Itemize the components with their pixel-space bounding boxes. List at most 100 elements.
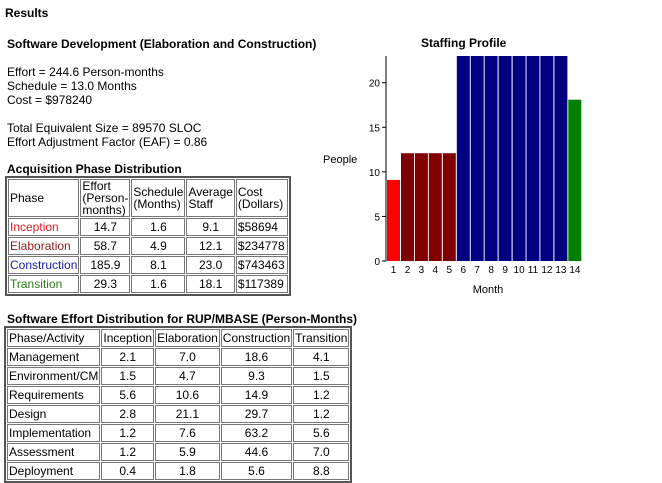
header-effort: Effort (Person-months) — [80, 179, 131, 217]
schedule-summary: Schedule = 13.0 Months — [7, 79, 137, 93]
y-axis-label: People — [323, 154, 357, 166]
cell: 23.0 — [186, 256, 235, 274]
cell: 12.1 — [186, 237, 235, 255]
cell: 18.1 — [186, 275, 235, 293]
cell: 7.6 — [155, 424, 220, 442]
x-axis-label: Month — [473, 284, 504, 296]
cell: 4.7 — [155, 367, 220, 385]
cell: 185.9 — [80, 256, 131, 274]
activity-label: Deployment — [7, 462, 101, 480]
project-title: Software Development (Elaboration and Co… — [7, 37, 317, 51]
y-tick-label: 10 — [369, 168, 381, 179]
bar-month-5 — [442, 153, 456, 261]
activity-label: Implementation — [7, 424, 101, 442]
cell: 7.0 — [293, 443, 350, 461]
x-tick-label: 8 — [488, 265, 494, 276]
cell: 1.2 — [101, 424, 155, 442]
header-construction: Construction — [220, 329, 293, 347]
table-row: Requirements 5.6 10.6 14.9 1.2 — [7, 386, 350, 404]
cell: $743463 — [235, 256, 288, 274]
bar-month-12 — [540, 56, 554, 261]
x-tick-label: 13 — [555, 265, 567, 276]
activity-label: Assessment — [7, 443, 101, 461]
activity-label: Environment/CM — [7, 367, 101, 385]
x-tick-label: 10 — [514, 265, 526, 276]
header-activity: Phase/Activity — [7, 329, 101, 347]
table-row: Assessment 1.2 5.9 44.6 7.0 — [7, 443, 350, 461]
y-tick-label: 0 — [374, 257, 380, 268]
effort-summary: Effort = 244.6 Person-months — [7, 65, 164, 79]
x-tick-label: 14 — [569, 265, 581, 276]
effort-distribution-title: Software Effort Distribution for RUP/MBA… — [7, 312, 357, 326]
cell: 5.9 — [155, 443, 220, 461]
table-row: Environment/CM 1.5 4.7 9.3 1.5 — [7, 367, 350, 385]
header-schedule: Schedule (Months) — [131, 179, 186, 217]
effort-header-row: Phase/Activity Inception Elaboration Con… — [7, 329, 350, 347]
results-title: Results — [5, 6, 49, 20]
bar-month-2 — [401, 153, 414, 261]
cell: $117389 — [235, 275, 288, 293]
cell: 8.8 — [293, 462, 350, 480]
bars-group — [387, 56, 582, 261]
bar-month-8 — [484, 56, 498, 261]
activity-label: Design — [7, 405, 101, 423]
x-tick-label: 3 — [419, 265, 425, 276]
cell: 1.2 — [293, 386, 350, 404]
bar-month-11 — [526, 56, 540, 261]
cell: 1.2 — [101, 443, 155, 461]
cell: 18.6 — [220, 348, 293, 366]
cell: 8.1 — [131, 256, 186, 274]
header-cost: Cost (Dollars) — [235, 179, 288, 217]
header-transition: Transition — [293, 329, 350, 347]
header-staff: Average Staff — [186, 179, 235, 217]
bar-month-3 — [414, 153, 428, 261]
header-inception: Inception — [101, 329, 155, 347]
cell: 10.6 — [155, 386, 220, 404]
cell: 5.6 — [293, 424, 350, 442]
x-tick-label: 6 — [461, 265, 467, 276]
table-row: Transition 29.3 1.6 18.1 $117389 — [8, 275, 288, 293]
cell: 2.1 — [101, 348, 155, 366]
acquisition-title: Acquisition Phase Distribution — [7, 162, 182, 176]
acquisition-table: Phase Effort (Person-months) Schedule (M… — [5, 176, 291, 296]
x-tick-label: 11 — [528, 265, 539, 276]
activity-label: Requirements — [7, 386, 101, 404]
bar-month-10 — [512, 56, 526, 261]
cell: 1.6 — [131, 275, 186, 293]
cell: 1.2 — [293, 405, 350, 423]
y-tick-label: 5 — [374, 212, 380, 223]
x-axis: 1 2 3 4 5 6 7 8 9 10 11 12 13 14 — [391, 265, 581, 276]
cell: 0.4 — [101, 462, 155, 480]
cell: 5.6 — [220, 462, 293, 480]
bar-month-14 — [568, 99, 582, 261]
bar-month-13 — [554, 56, 568, 261]
phase-inception: Inception — [8, 218, 80, 236]
cell: 4.9 — [131, 237, 186, 255]
header-phase: Phase — [8, 179, 80, 217]
cell: 7.0 — [155, 348, 220, 366]
cell: $58694 — [235, 218, 288, 236]
chart-title: Staffing Profile — [421, 36, 507, 50]
x-tick-label: 5 — [447, 265, 453, 276]
y-tick-label: 20 — [369, 79, 381, 90]
x-tick-label: 1 — [391, 265, 397, 276]
bar-month-4 — [428, 153, 442, 261]
cell: 44.6 — [220, 443, 293, 461]
header-elaboration: Elaboration — [155, 329, 220, 347]
cell: 4.1 — [293, 348, 350, 366]
x-tick-label: 9 — [502, 265, 508, 276]
eaf-summary: Effort Adjustment Factor (EAF) = 0.86 — [7, 135, 208, 149]
size-summary: Total Equivalent Size = 89570 SLOC — [7, 121, 202, 135]
cell: 9.1 — [186, 218, 235, 236]
y-tick-label: 15 — [369, 123, 381, 134]
table-row: Management 2.1 7.0 18.6 4.1 — [7, 348, 350, 366]
cell: 1.8 — [155, 462, 220, 480]
effort-distribution-table: Phase/Activity Inception Elaboration Con… — [4, 326, 353, 483]
cell: 2.8 — [101, 405, 155, 423]
cell: 21.1 — [155, 405, 220, 423]
cell: 58.7 — [80, 237, 131, 255]
x-tick-label: 2 — [405, 265, 411, 276]
cell: 63.2 — [220, 424, 293, 442]
table-row: Construction 185.9 8.1 23.0 $743463 — [8, 256, 288, 274]
